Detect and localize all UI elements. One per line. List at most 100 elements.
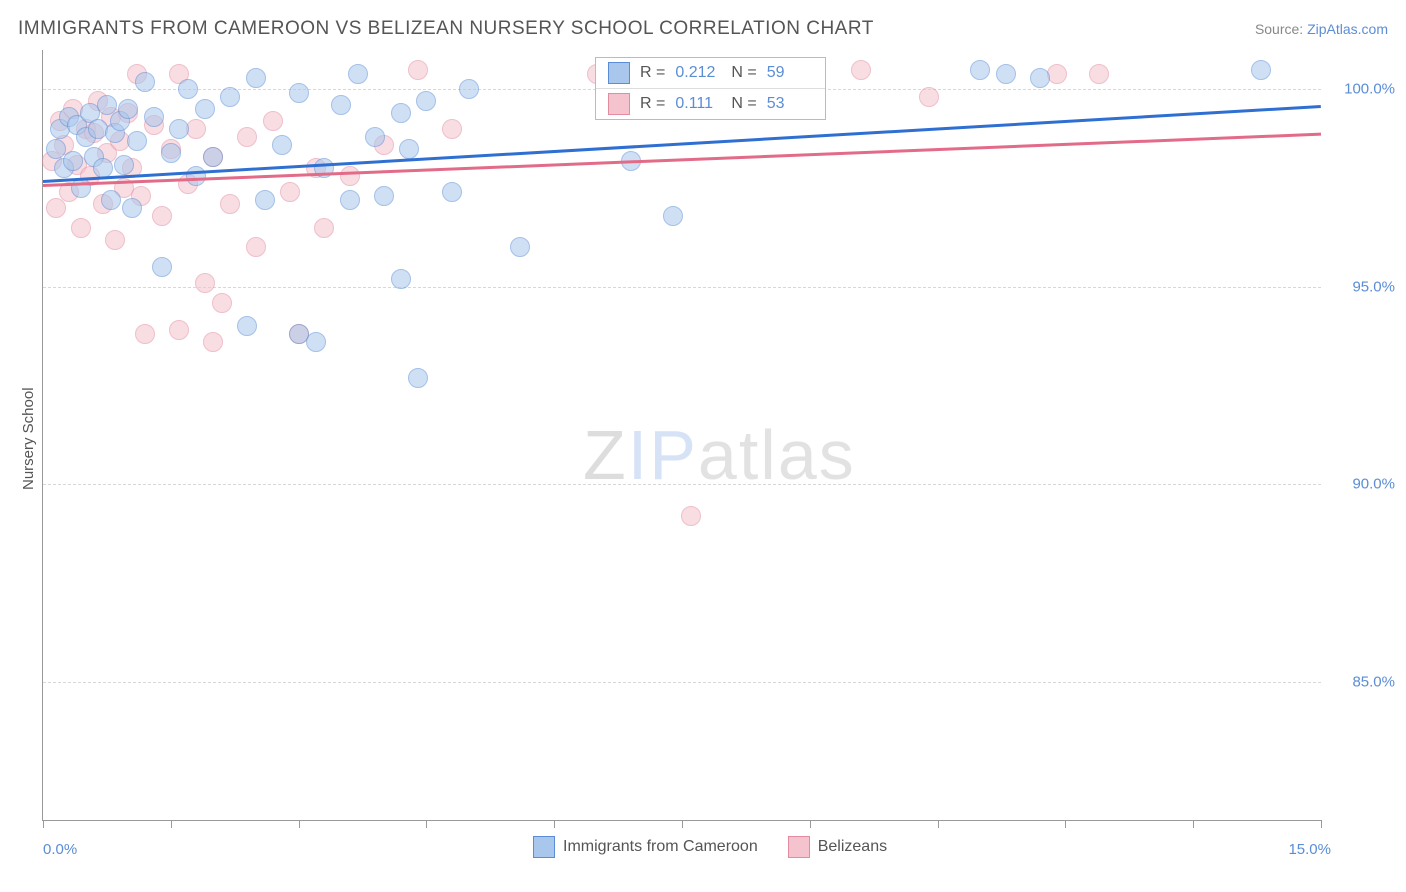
scatter-point-cameroon — [970, 60, 990, 80]
scatter-point-cameroon — [996, 64, 1016, 84]
swatch-cameroon — [608, 62, 630, 84]
scatter-point-cameroon — [246, 68, 266, 88]
x-tick — [1193, 820, 1194, 828]
scatter-point-cameroon — [203, 147, 223, 167]
stat-r-value-belizeans: 0.111 — [675, 95, 721, 113]
x-tick — [171, 820, 172, 828]
scatter-point-belizeans — [71, 218, 91, 238]
source-prefix: Source: — [1255, 21, 1307, 37]
legend-swatch-belizeans — [788, 836, 810, 858]
scatter-point-belizeans — [220, 194, 240, 214]
y-tick-label: 100.0% — [1331, 81, 1395, 98]
swatch-belizeans — [608, 93, 630, 115]
scatter-point-cameroon — [1251, 60, 1271, 80]
stat-r-value-cameroon: 0.212 — [675, 64, 721, 82]
stat-n-label: N = — [731, 64, 756, 82]
scatter-point-cameroon — [306, 332, 326, 352]
scatter-point-cameroon — [127, 131, 147, 151]
legend-item-belizeans: Belizeans — [788, 836, 887, 858]
scatter-point-cameroon — [331, 95, 351, 115]
x-tick — [554, 820, 555, 828]
scatter-point-belizeans — [851, 60, 871, 80]
scatter-point-cameroon — [255, 190, 275, 210]
scatter-point-cameroon — [135, 72, 155, 92]
x-tick — [426, 820, 427, 828]
y-tick-label: 85.0% — [1331, 673, 1395, 690]
x-tick — [810, 820, 811, 828]
scatter-point-cameroon — [114, 155, 134, 175]
x-tick — [299, 820, 300, 828]
scatter-point-cameroon — [416, 91, 436, 111]
trendline-belizeans — [43, 133, 1321, 187]
scatter-point-cameroon — [442, 182, 462, 202]
stats-box: R =0.212N =59R =0.111N =53 — [595, 57, 826, 120]
scatter-point-belizeans — [340, 166, 360, 186]
y-tick-label: 90.0% — [1331, 476, 1395, 493]
x-tick — [1321, 820, 1322, 828]
scatter-point-cameroon — [237, 316, 257, 336]
scatter-point-belizeans — [919, 87, 939, 107]
stat-r-label: R = — [640, 95, 665, 113]
stat-r-label: R = — [640, 64, 665, 82]
scatter-point-cameroon — [101, 190, 121, 210]
scatter-point-cameroon — [391, 269, 411, 289]
scatter-point-cameroon — [152, 257, 172, 277]
plot-area: 85.0%90.0%95.0%100.0%0.0%15.0%ZIPatlasR … — [42, 50, 1321, 821]
x-max-label: 15.0% — [1288, 841, 1331, 858]
gridline-h — [43, 287, 1321, 288]
y-axis-label: Nursery School — [20, 387, 37, 490]
stat-n-label: N = — [731, 95, 756, 113]
legend-item-cameroon: Immigrants from Cameroon — [533, 836, 758, 858]
x-tick — [43, 820, 44, 828]
x-tick — [1065, 820, 1066, 828]
scatter-point-belizeans — [1089, 64, 1109, 84]
legend-label-cameroon: Immigrants from Cameroon — [563, 838, 758, 856]
scatter-point-belizeans — [246, 237, 266, 257]
stats-row-cameroon: R =0.212N =59 — [596, 58, 825, 89]
scatter-point-belizeans — [186, 119, 206, 139]
scatter-point-cameroon — [365, 127, 385, 147]
scatter-point-belizeans — [408, 60, 428, 80]
scatter-point-belizeans — [442, 119, 462, 139]
source-attribution: Source: ZipAtlas.com — [1255, 21, 1388, 37]
scatter-point-cameroon — [340, 190, 360, 210]
legend-swatch-cameroon — [533, 836, 555, 858]
scatter-point-cameroon — [63, 151, 83, 171]
scatter-point-belizeans — [681, 506, 701, 526]
scatter-point-belizeans — [105, 230, 125, 250]
stats-row-belizeans: R = 0.111 N = 53 — [596, 89, 825, 119]
scatter-point-cameroon — [391, 103, 411, 123]
scatter-point-belizeans — [1047, 64, 1067, 84]
scatter-point-belizeans — [195, 273, 215, 293]
x-tick — [682, 820, 683, 828]
scatter-point-cameroon — [408, 368, 428, 388]
scatter-point-belizeans — [46, 198, 66, 218]
scatter-point-cameroon — [118, 99, 138, 119]
scatter-point-cameroon — [186, 166, 206, 186]
scatter-point-cameroon — [220, 87, 240, 107]
x-tick — [938, 820, 939, 828]
scatter-point-belizeans — [314, 218, 334, 238]
scatter-point-cameroon — [510, 237, 530, 257]
scatter-point-belizeans — [263, 111, 283, 131]
scatter-point-cameroon — [1030, 68, 1050, 88]
source-link[interactable]: ZipAtlas.com — [1307, 21, 1388, 37]
scatter-point-belizeans — [280, 182, 300, 202]
scatter-point-cameroon — [272, 135, 292, 155]
scatter-point-cameroon — [348, 64, 368, 84]
stat-n-value-belizeans: 53 — [767, 95, 813, 113]
y-tick-label: 95.0% — [1331, 278, 1395, 295]
scatter-point-belizeans — [135, 324, 155, 344]
scatter-point-cameroon — [399, 139, 419, 159]
scatter-point-cameroon — [144, 107, 164, 127]
scatter-point-cameroon — [122, 198, 142, 218]
x-min-label: 0.0% — [43, 841, 77, 858]
scatter-point-belizeans — [212, 293, 232, 313]
scatter-point-cameroon — [289, 83, 309, 103]
scatter-point-cameroon — [161, 143, 181, 163]
legend-label-belizeans: Belizeans — [818, 838, 887, 856]
chart-title: IMMIGRANTS FROM CAMEROON VS BELIZEAN NUR… — [18, 18, 874, 40]
bottom-legend: Immigrants from Cameroon Belizeans — [533, 836, 887, 858]
scatter-point-cameroon — [178, 79, 198, 99]
scatter-point-cameroon — [169, 119, 189, 139]
